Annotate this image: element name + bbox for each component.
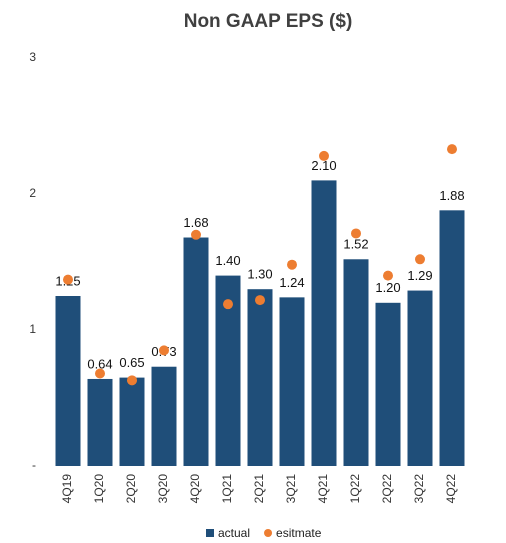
bar [375,302,401,466]
legend-swatch [264,529,273,537]
bar [407,290,433,466]
x-tick-label: 4Q20 [188,474,202,504]
x-tick-label: 3Q21 [284,474,298,504]
data-label: 1.20 [375,280,400,295]
y-tick-label: 1 [29,322,36,336]
estimate-dot [63,274,73,285]
bar [119,377,145,466]
bar [343,259,369,466]
data-label: 1.29 [407,268,432,283]
chart-title: Non GAAP EPS ($) [184,11,353,32]
y-tick-label: 2 [29,186,36,200]
estimate-dot [127,375,137,386]
x-tick-label: 3Q20 [156,474,170,504]
legend-swatch [206,529,214,537]
estimate-dot [223,299,233,310]
bar [439,210,465,466]
estimate-dot [319,150,329,161]
estimate-dot [447,144,457,155]
data-label: 1.88 [439,188,464,203]
x-tick-label: 1Q22 [348,474,362,504]
x-tick-label: 2Q20 [124,474,138,504]
bar [55,296,81,466]
x-tick-label: 3Q22 [412,474,426,504]
data-label: 2.10 [311,158,336,173]
legend-label: esitmate [276,526,322,540]
estimate-dot [351,228,361,239]
estimate-dot [159,345,169,356]
bar [183,237,209,466]
data-label: 0.65 [119,355,144,370]
estimate-dot [255,295,265,306]
estimate-dot [383,270,393,281]
x-tick-label: 4Q19 [60,474,74,504]
legend-label: actual [218,526,250,540]
data-label: 1.52 [343,237,368,252]
data-label: 1.68 [183,215,208,230]
bar [279,297,305,466]
x-tick-label: 1Q21 [220,474,234,504]
estimate-dot [95,368,105,379]
estimate-dot [415,254,425,265]
bar [311,180,337,466]
data-label: 1.40 [215,253,240,268]
data-label: 1.24 [279,275,304,290]
estimate-dot [287,259,297,270]
x-tick-label: 4Q22 [444,474,458,504]
y-tick-label: - [32,458,36,472]
x-tick-label: 2Q21 [252,474,266,504]
bar [87,378,113,466]
data-label: 0.64 [87,356,112,371]
y-tick-label: 3 [29,50,36,64]
x-tick-label: 4Q21 [316,474,330,504]
x-tick-label: 1Q20 [92,474,106,504]
estimate-dot [191,229,201,240]
data-label: 1.30 [247,267,272,282]
bar [247,289,273,466]
x-tick-label: 2Q22 [380,474,394,504]
bar [151,366,177,466]
